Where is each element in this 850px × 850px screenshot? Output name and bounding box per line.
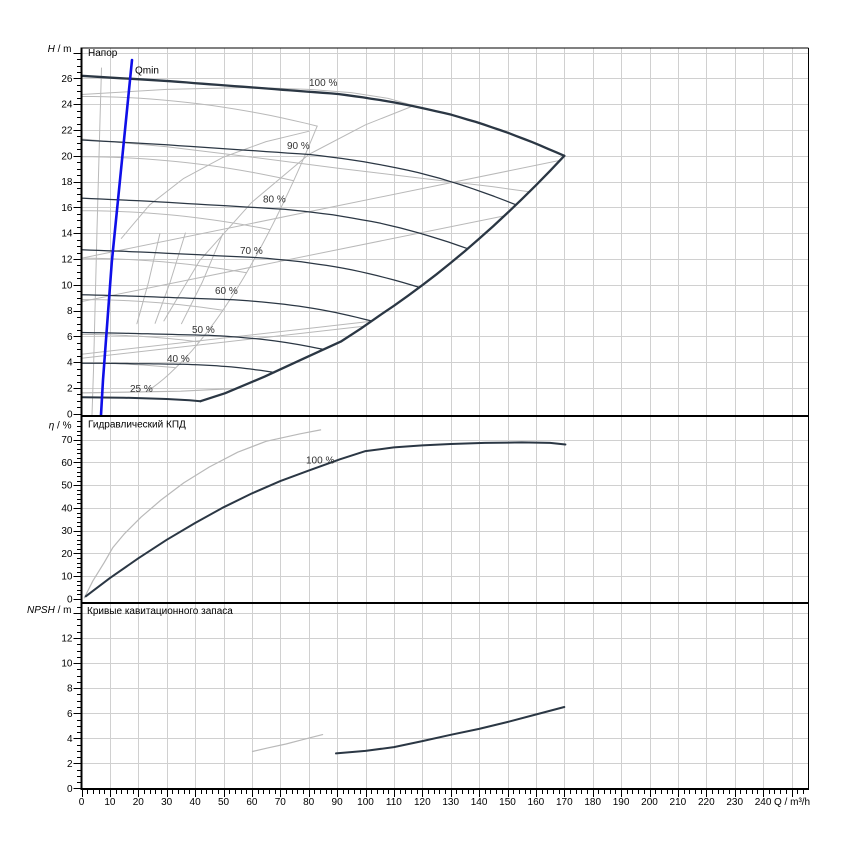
svg-text:120: 120 [414,797,431,808]
svg-text:20: 20 [133,797,145,808]
svg-text:230: 230 [726,797,743,808]
svg-text:10: 10 [61,572,73,583]
svg-text:8: 8 [67,306,73,317]
svg-text:170: 170 [556,797,573,808]
svg-text:25 %: 25 % [130,384,153,395]
svg-text:40 %: 40 % [167,354,190,365]
svg-text:60: 60 [61,458,73,469]
svg-text:0: 0 [67,595,73,606]
svg-text:6: 6 [67,709,73,720]
svg-text:220: 220 [698,797,715,808]
svg-text:24: 24 [61,100,73,111]
svg-text:Гидравлический КПД: Гидравлический КПД [88,420,186,431]
svg-text:20: 20 [61,151,73,162]
svg-text:12: 12 [61,255,73,266]
svg-text:160: 160 [528,797,545,808]
svg-text:Напор: Напор [88,48,118,59]
svg-text:26: 26 [61,74,73,85]
svg-text:100 %: 100 % [309,78,337,89]
svg-text:H / m: H / m [48,44,72,55]
svg-text:16: 16 [61,203,73,214]
svg-text:130: 130 [442,797,459,808]
svg-text:0: 0 [79,797,85,808]
svg-text:200: 200 [641,797,658,808]
svg-text:60 %: 60 % [215,286,238,297]
svg-text:70 %: 70 % [240,246,263,257]
svg-text:14: 14 [61,229,73,240]
svg-text:22: 22 [61,126,73,137]
svg-text:η / %: η / % [49,421,72,432]
svg-text:40: 40 [61,504,73,515]
svg-text:210: 210 [670,797,687,808]
svg-text:10: 10 [104,797,116,808]
svg-text:140: 140 [471,797,488,808]
svg-text:0: 0 [67,784,73,795]
svg-text:190: 190 [613,797,630,808]
svg-text:Qmin: Qmin [135,66,159,77]
svg-text:10: 10 [61,280,73,291]
svg-text:80 %: 80 % [263,195,286,206]
svg-text:50: 50 [61,481,73,492]
svg-text:30: 30 [61,526,73,537]
svg-text:60: 60 [246,797,258,808]
svg-text:4: 4 [67,734,73,745]
svg-text:NPSH / m: NPSH / m [27,605,71,616]
svg-text:4: 4 [67,358,73,369]
svg-text:30: 30 [161,797,173,808]
svg-text:10: 10 [61,659,73,670]
svg-text:100 %: 100 % [306,456,334,467]
svg-text:2: 2 [67,384,73,395]
svg-text:2: 2 [67,759,73,770]
svg-text:50 %: 50 % [192,325,215,336]
svg-text:20: 20 [61,549,73,560]
svg-text:Q / m³/h: Q / m³/h [774,797,810,808]
svg-text:90 %: 90 % [287,141,310,152]
svg-text:150: 150 [499,797,516,808]
svg-text:70: 70 [275,797,287,808]
svg-text:80: 80 [303,797,315,808]
svg-text:50: 50 [218,797,230,808]
svg-text:110: 110 [386,797,402,808]
svg-text:0: 0 [67,409,73,420]
svg-text:180: 180 [584,797,601,808]
svg-text:240: 240 [755,797,772,808]
svg-text:Кривые кавитационного запаса: Кривые кавитационного запаса [87,606,233,617]
svg-text:6: 6 [67,332,73,343]
svg-text:40: 40 [190,797,202,808]
svg-text:8: 8 [67,684,73,695]
svg-text:70: 70 [61,435,73,446]
svg-text:100: 100 [357,797,374,808]
svg-text:12: 12 [61,634,73,645]
svg-text:90: 90 [332,797,344,808]
svg-text:18: 18 [61,177,73,188]
